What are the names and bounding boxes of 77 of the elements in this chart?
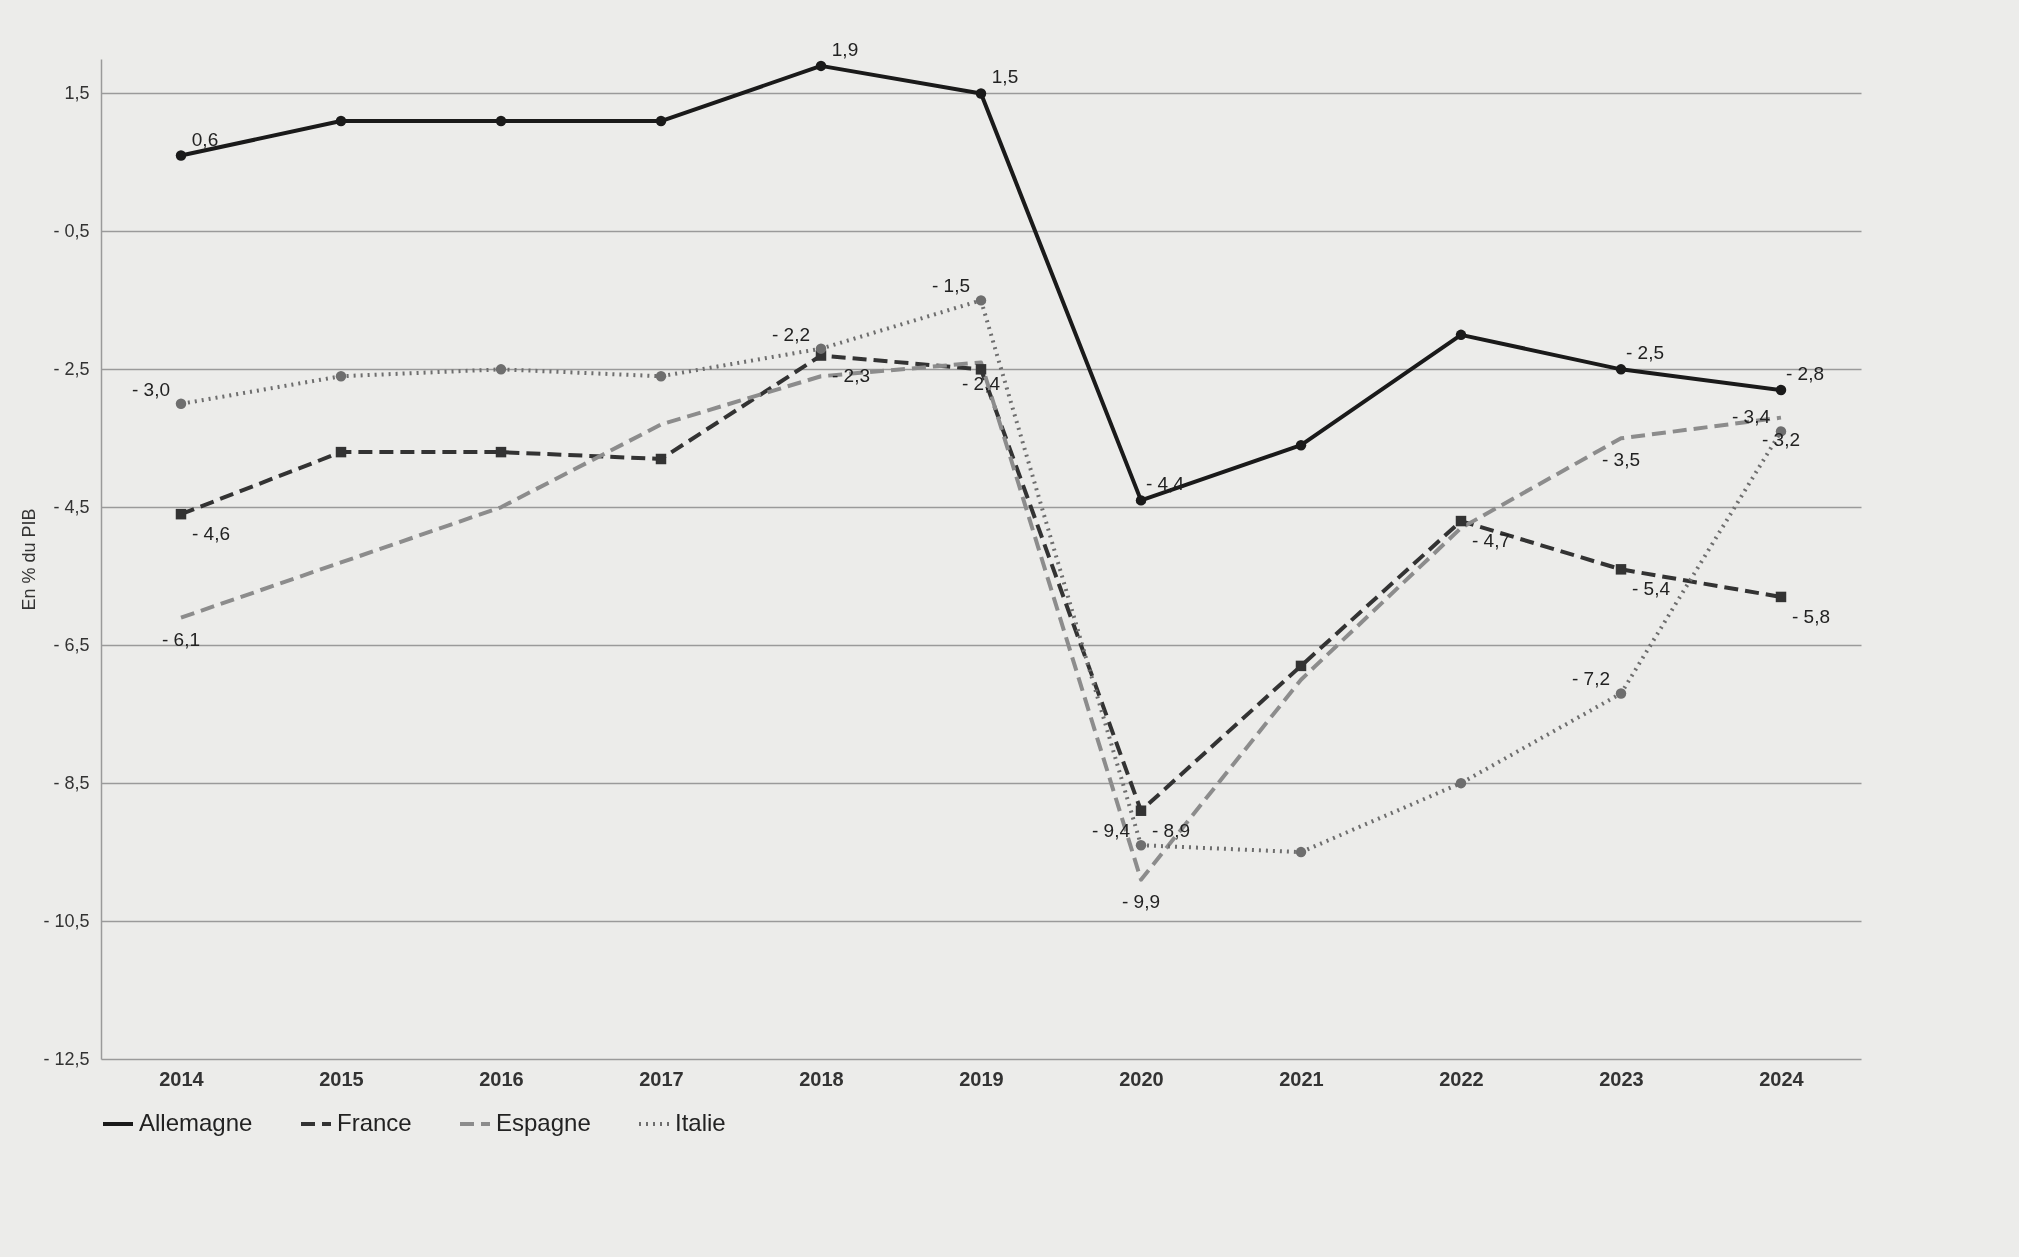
x-tick-label: 2017: [639, 1067, 684, 1090]
point: [1455, 329, 1467, 341]
data-label: - 2,4: [961, 373, 1001, 395]
point: [1135, 495, 1147, 506]
y-tick-label: - 12,5: [43, 1048, 90, 1069]
point: [1295, 439, 1307, 451]
point: [975, 364, 987, 375]
point: [495, 446, 507, 458]
y-axis-title: En % du PIB: [19, 508, 40, 611]
legend-label: Italie: [675, 1109, 726, 1136]
point: [175, 508, 187, 520]
y-tick-label: - 6,5: [53, 634, 90, 655]
point: [815, 343, 827, 354]
x-tick-label: 2019: [959, 1067, 1004, 1090]
data-label: - 8,9: [1151, 819, 1191, 841]
point: [1615, 688, 1627, 699]
x-tick-label: 2023: [1599, 1067, 1644, 1090]
data-label: 0,6: [191, 128, 219, 150]
point: [495, 364, 507, 375]
x-tick-label: 2022: [1439, 1067, 1484, 1090]
data-label: - 2,5: [1625, 342, 1665, 364]
data-label: - 4,6: [191, 523, 231, 545]
data-label: - 3,5: [1601, 449, 1641, 471]
data-label: - 5,4: [1631, 578, 1671, 600]
point: [1295, 846, 1307, 858]
point: [1615, 364, 1627, 375]
x-tick-label: 2020: [1119, 1067, 1164, 1090]
point: [1455, 515, 1467, 527]
point: [1615, 564, 1627, 575]
y-tick-label: - 2,5: [53, 358, 90, 379]
point: [1455, 777, 1467, 789]
data-label: 1,5: [991, 66, 1019, 88]
data-label: - 9,9: [1121, 890, 1161, 912]
data-label: - 3,0: [131, 378, 171, 400]
data-label: - 2,8: [1785, 363, 1825, 385]
x-tick-label: 2021: [1279, 1067, 1324, 1090]
legend-label: Allemagne: [139, 1109, 253, 1136]
point: [655, 115, 667, 127]
y-tick-label: - 10,5: [43, 910, 90, 931]
data-label: - 7,2: [1571, 668, 1611, 690]
y-tick-label: - 4,5: [53, 496, 90, 517]
point: [495, 115, 507, 127]
point: [335, 371, 347, 382]
data-label: - 1,5: [931, 275, 971, 297]
legend-label: Espagne: [496, 1109, 591, 1136]
point: [335, 446, 347, 458]
point: [175, 398, 187, 410]
point: [1775, 591, 1787, 603]
x-tick-label: 2024: [1759, 1067, 1805, 1090]
data-label: - 9,4: [1091, 820, 1131, 842]
x-tick-label: 2016: [479, 1067, 524, 1090]
legend-label: France: [337, 1109, 412, 1136]
point: [1135, 839, 1147, 851]
point: [335, 115, 347, 127]
point: [1775, 384, 1787, 396]
data-label: - 5,8: [1791, 605, 1831, 627]
x-tick-label: 2015: [319, 1067, 364, 1090]
point: [655, 453, 667, 465]
point: [655, 371, 667, 382]
data-label: - 2,2: [771, 323, 811, 345]
point: [975, 88, 987, 99]
point: [1295, 660, 1307, 672]
point: [175, 150, 187, 161]
data-label: - 4,7: [1471, 530, 1511, 552]
point: [815, 60, 827, 72]
x-tick-label: 2014: [159, 1067, 205, 1090]
data-label: - 3,2: [1761, 428, 1801, 450]
y-tick-label: - 0,5: [53, 220, 90, 241]
point: [975, 295, 987, 306]
x-tick-label: 2018: [799, 1067, 844, 1090]
point: [1135, 805, 1147, 816]
y-tick-label: 1,5: [64, 82, 90, 103]
data-label: - 3,4: [1731, 406, 1771, 428]
y-tick-label: - 8,5: [53, 772, 90, 793]
data-label: - 2,3: [831, 364, 871, 386]
data-label: - 6,1: [161, 628, 201, 650]
data-label: 1,9: [831, 38, 859, 60]
